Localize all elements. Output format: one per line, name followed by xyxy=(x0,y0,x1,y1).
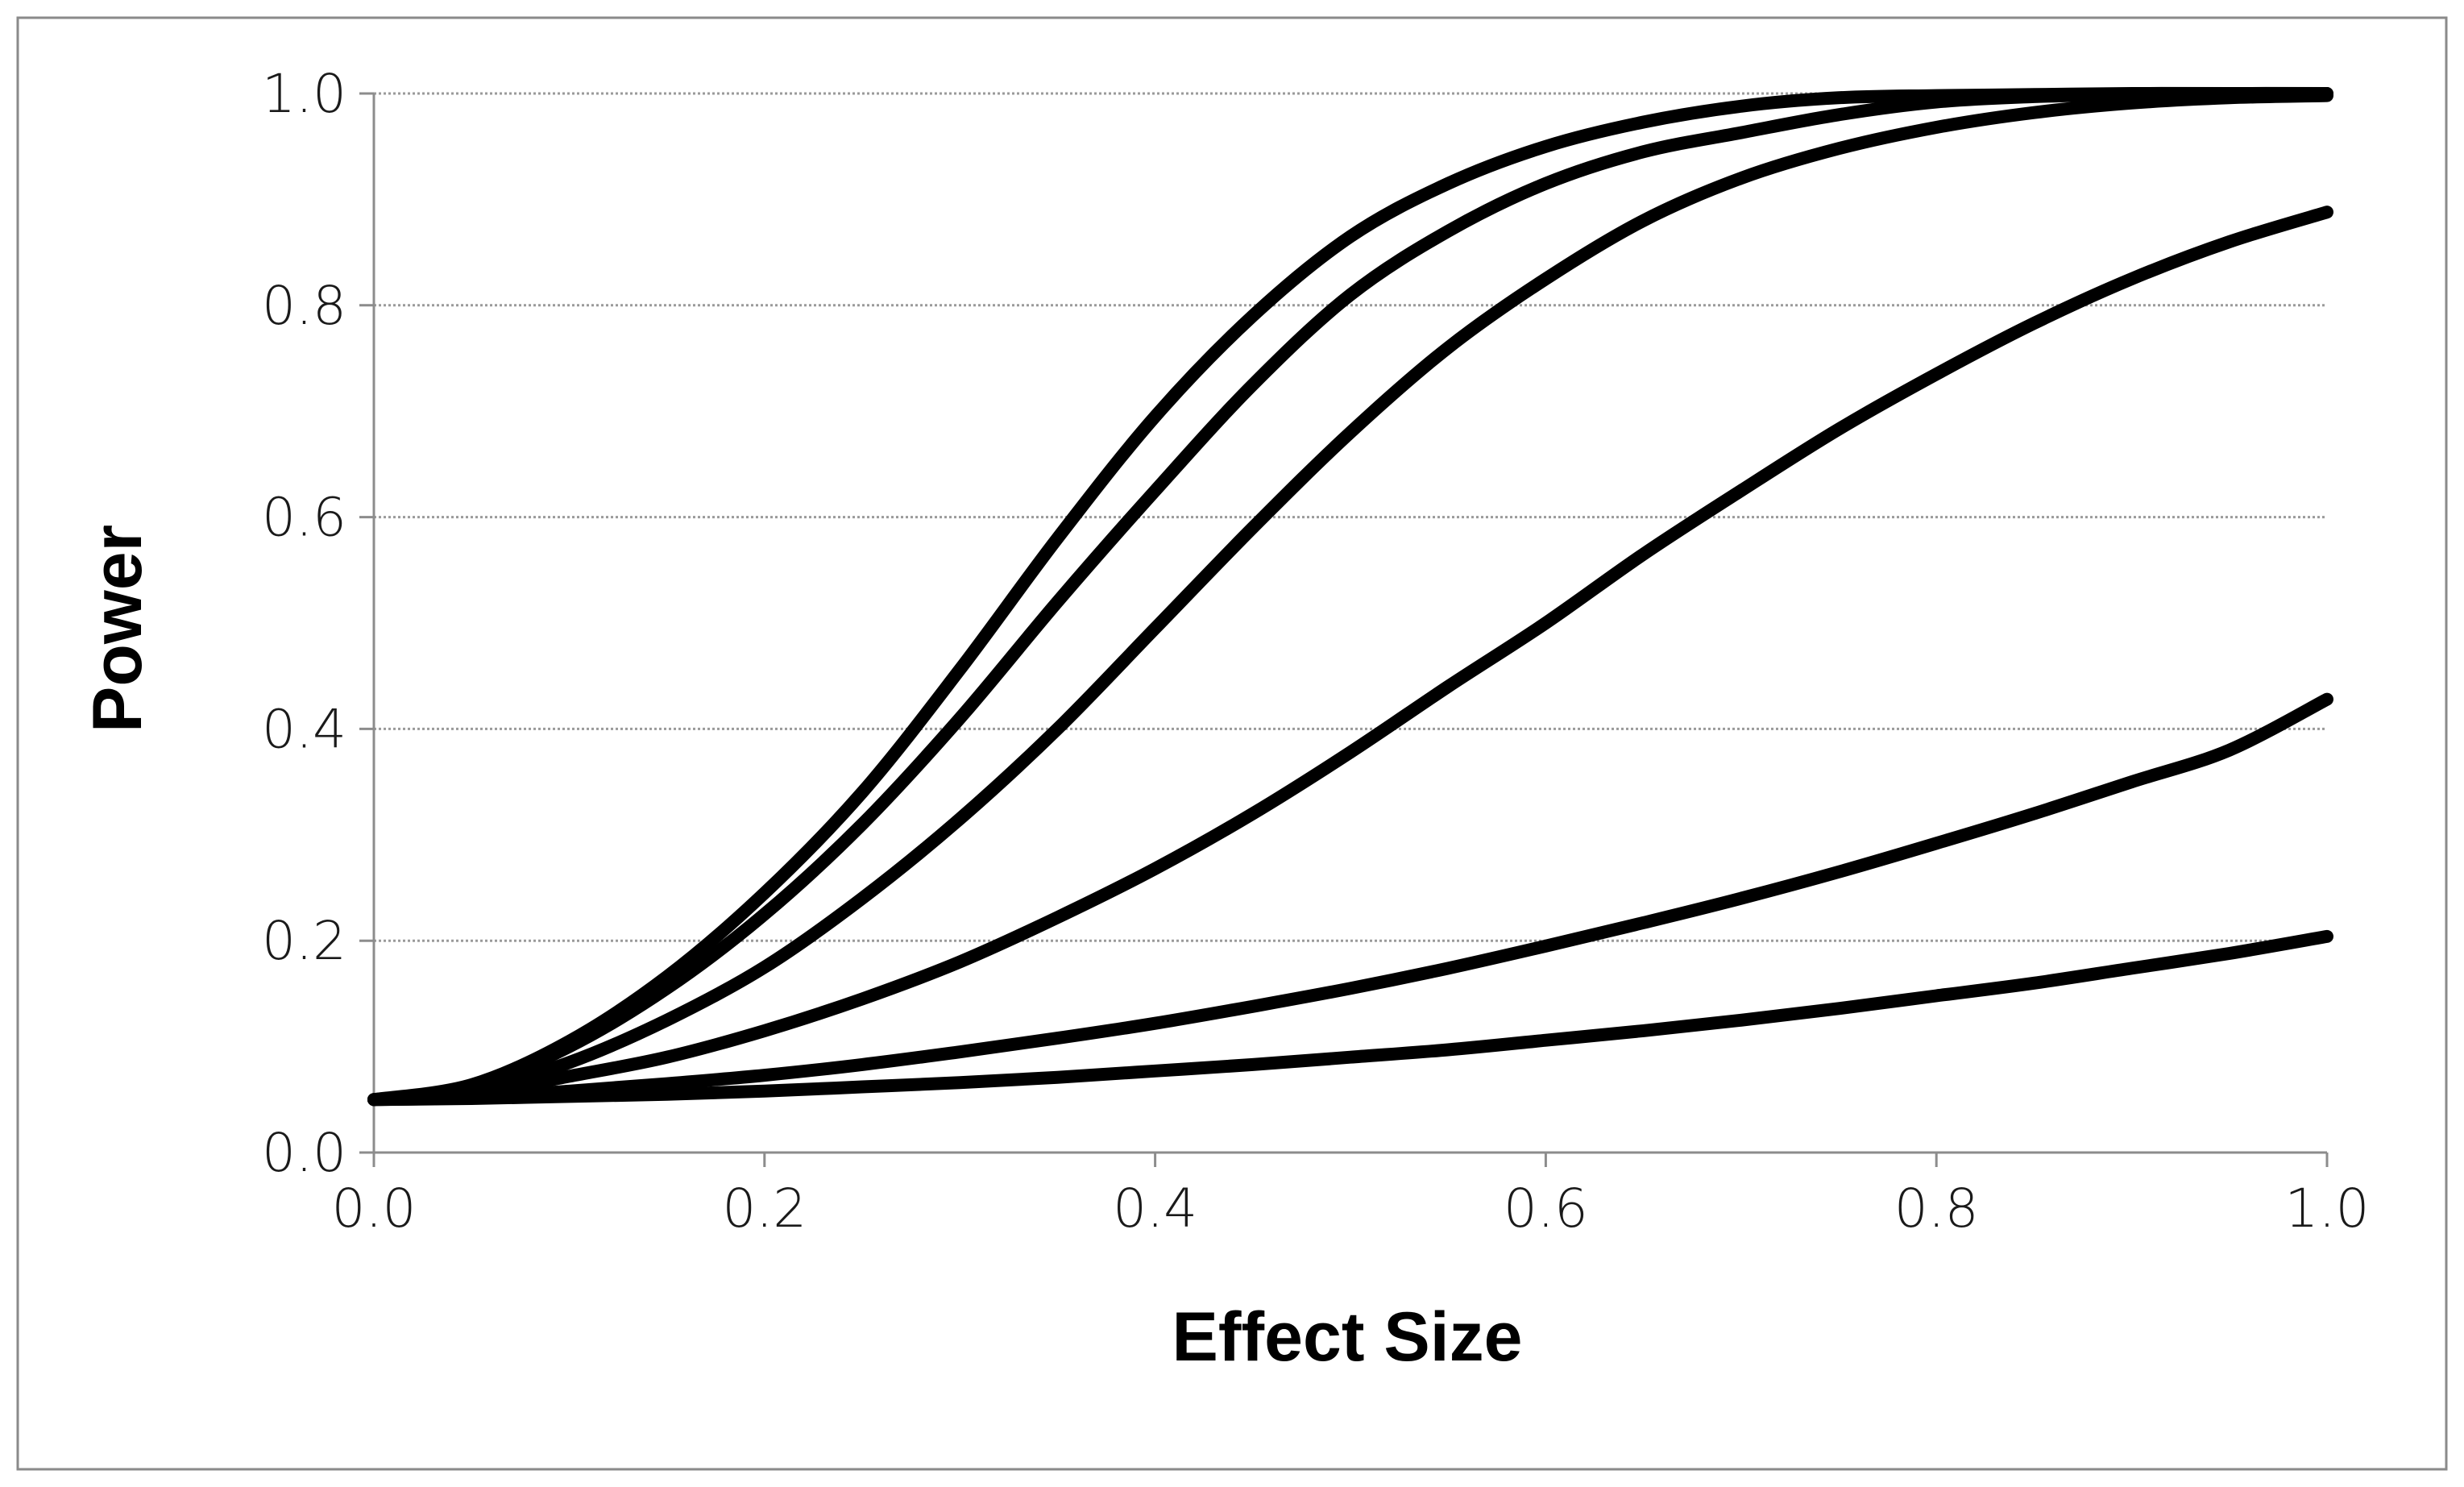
y-axis-title: Power xyxy=(79,525,156,733)
x-tick-label-3: 0.6 xyxy=(1504,1178,1588,1240)
series-line-curve-3 xyxy=(367,89,2333,1107)
x-tick-label-0: 0.0 xyxy=(332,1178,417,1240)
chart-frame xyxy=(16,16,2448,1471)
series-line-curve-5 xyxy=(367,692,2333,1107)
series-lines xyxy=(367,86,2333,1107)
series-line-curve-6 xyxy=(367,929,2333,1107)
axes xyxy=(359,92,2329,1167)
y-tick-label-0: 0.0 xyxy=(262,1122,346,1184)
x-tick-label-4: 0.8 xyxy=(1894,1178,1979,1240)
y-tick-label-4: 0.8 xyxy=(262,275,346,337)
series-line-curve-4 xyxy=(367,206,2333,1107)
series-line-curve-2 xyxy=(367,86,2333,1107)
y-tick-label-5: 1.0 xyxy=(262,63,346,125)
x-tick-label-1: 0.2 xyxy=(722,1178,807,1240)
x-tick-label-5: 1.0 xyxy=(2285,1178,2370,1240)
x-tick-label-2: 0.4 xyxy=(1113,1178,1197,1240)
y-tick-label-1: 0.2 xyxy=(262,910,346,972)
tick-labels: 0.0 0.2 0.4 0.6 0.8 1.0 0.0 0.2 0.4 0.6 0.8 1.0 xyxy=(262,63,2369,1240)
gridlines xyxy=(374,92,2327,942)
x-axis-title: Effect Size xyxy=(1172,1298,1523,1376)
y-tick-label-3: 0.6 xyxy=(262,487,346,549)
y-tick-label-2: 0.4 xyxy=(262,698,346,760)
